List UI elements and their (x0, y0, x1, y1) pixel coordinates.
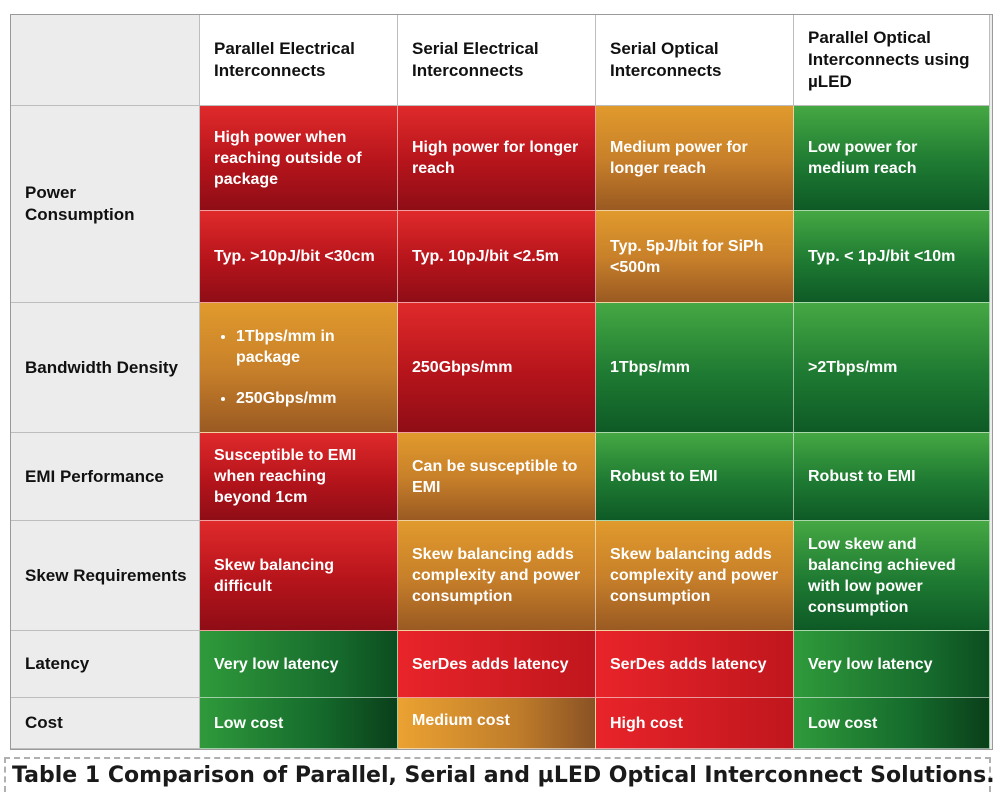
bandwidth-bullet-item: 250Gbps/mm (236, 388, 387, 409)
cell-skew-serial-optical: Skew balancing adds complexity and power… (596, 521, 794, 631)
comparison-table: Parallel Electrical Interconnects Serial… (11, 15, 992, 749)
cell-bandwidth-serial-electrical: 250Gbps/mm (398, 303, 596, 433)
cell-bandwidth-parallel-optical: >2Tbps/mm (794, 303, 990, 433)
cell-power-a-parallel-electrical: High power when reaching outside of pack… (200, 106, 398, 211)
bandwidth-bullet-list: 1Tbps/mm in package 250Gbps/mm (214, 326, 387, 409)
header-parallel-optical-uled: Parallel Optical Interconnects using µLE… (794, 15, 990, 106)
cell-cost-parallel-optical: Low cost (794, 698, 990, 749)
cell-skew-parallel-optical: Low skew and balancing achieved with low… (794, 521, 990, 631)
row-label-emi: EMI Performance (11, 433, 200, 521)
header-serial-electrical: Serial Electrical Interconnects (398, 15, 596, 106)
cell-emi-serial-optical: Robust to EMI (596, 433, 794, 521)
cell-skew-parallel-electrical: Skew balancing difficult (200, 521, 398, 631)
table-caption-box: Table 1 Comparison of Parallel, Serial a… (4, 757, 995, 792)
header-corner (11, 15, 200, 106)
cell-latency-serial-electrical: SerDes adds latency (398, 631, 596, 698)
cell-power-a-parallel-optical: Low power for medium reach (794, 106, 990, 211)
cell-emi-serial-electrical: Can be susceptible to EMI (398, 433, 596, 521)
cell-bandwidth-serial-optical: 1Tbps/mm (596, 303, 794, 433)
comparison-table-frame: Parallel Electrical Interconnects Serial… (10, 14, 993, 750)
cell-latency-parallel-optical: Very low latency (794, 631, 990, 698)
row-label-skew: Skew Requirements (11, 521, 200, 631)
cell-skew-serial-electrical: Skew balancing adds complexity and power… (398, 521, 596, 631)
row-label-bandwidth: Bandwidth Density (11, 303, 200, 433)
cell-power-a-serial-electrical: High power for longer reach (398, 106, 596, 211)
cell-latency-parallel-electrical: Very low latency (200, 631, 398, 698)
cell-bandwidth-parallel-electrical: 1Tbps/mm in package 250Gbps/mm (200, 303, 398, 433)
bandwidth-bullet-item: 1Tbps/mm in package (236, 326, 387, 368)
row-label-latency: Latency (11, 631, 200, 698)
row-label-power: Power Consumption (11, 106, 200, 303)
cell-latency-serial-optical: SerDes adds latency (596, 631, 794, 698)
cell-power-b-serial-electrical: Typ. 10pJ/bit <2.5m (398, 211, 596, 303)
cell-power-b-parallel-electrical: Typ. >10pJ/bit <30cm (200, 211, 398, 303)
header-serial-optical: Serial Optical Interconnects (596, 15, 794, 106)
cell-cost-serial-electrical: Medium cost (398, 698, 596, 749)
cell-power-b-parallel-optical: Typ. < 1pJ/bit <10m (794, 211, 990, 303)
header-parallel-electrical: Parallel Electrical Interconnects (200, 15, 398, 106)
cell-emi-parallel-optical: Robust to EMI (794, 433, 990, 521)
cell-power-a-serial-optical: Medium power for longer reach (596, 106, 794, 211)
table-caption: Table 1 Comparison of Parallel, Serial a… (12, 763, 995, 788)
cell-cost-parallel-electrical: Low cost (200, 698, 398, 749)
cell-cost-serial-optical: High cost (596, 698, 794, 749)
cell-emi-parallel-electrical: Susceptible to EMI when reaching beyond … (200, 433, 398, 521)
row-label-cost: Cost (11, 698, 200, 749)
cell-power-b-serial-optical: Typ. 5pJ/bit for SiPh <500m (596, 211, 794, 303)
